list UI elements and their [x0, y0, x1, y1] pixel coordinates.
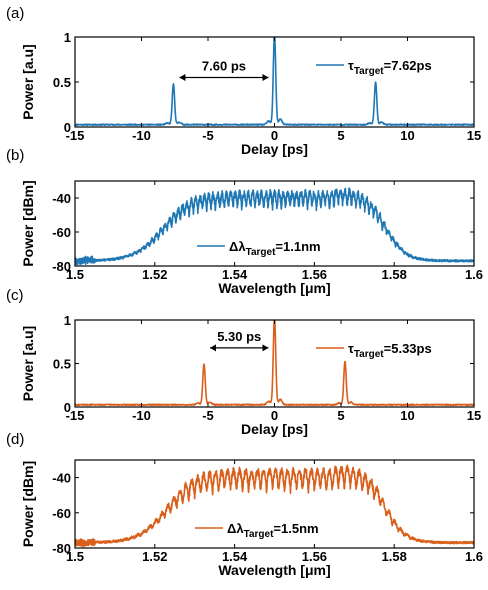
x-tick-label: 1.6 [465, 267, 483, 282]
panel-label: (c) [6, 287, 24, 304]
panel-label: (d) [6, 431, 24, 448]
legend-subscript: Target [246, 247, 276, 258]
x-axis-title: Delay [ps] [241, 141, 308, 157]
legend-prefix: τ [348, 341, 354, 356]
panel-label: (b) [6, 147, 24, 164]
legend-suffix: =7.62ps [384, 58, 432, 73]
annotation-arrowhead-left [210, 344, 217, 352]
x-axis-title: Wavelength [μm] [218, 280, 330, 296]
x-tick-label: -15 [66, 128, 85, 143]
annotation-arrowhead-right [262, 74, 269, 81]
x-tick-label: -5 [202, 128, 214, 143]
x-tick-label: 10 [400, 128, 414, 143]
annotation-arrowhead-right [262, 344, 269, 352]
chart-panel-3: (c) -15 -10 -5 0 5 10 15 0 0.5 1 Delay [ps] Power [a… [6, 287, 481, 437]
delay-annotation: 7.60 ps [179, 59, 269, 81]
y-tick-label: 0.5 [53, 357, 71, 372]
y-axis-title: Power [dBm] [20, 461, 36, 547]
y-tick-label: 0 [64, 120, 71, 135]
axes-frame [74, 180, 475, 267]
y-tick-label: -60 [52, 225, 71, 240]
y-tick-label: -40 [52, 191, 71, 206]
legend-label: ΔλTarget=1.1nm [229, 239, 321, 258]
x-tick-label: 15 [467, 408, 481, 423]
x-tick-label: 1.52 [142, 267, 167, 282]
y-tick-label: -80 [52, 259, 71, 274]
x-tick-label: 1.5 [66, 549, 84, 564]
x-tick-label: 1.5 [66, 267, 84, 282]
x-tick-label: 1.52 [142, 549, 167, 564]
legend-prefix: τ [348, 58, 354, 73]
series-line [75, 464, 474, 548]
x-tick-label: -5 [202, 408, 214, 423]
legend: τTarget=7.62ps [316, 58, 432, 77]
legend-label: τTarget=7.62ps [348, 58, 432, 77]
x-tick-label: 1.58 [382, 549, 407, 564]
x-tick-label: 5 [337, 128, 344, 143]
y-tick-label: -80 [52, 541, 71, 556]
y-tick-label: -60 [52, 506, 71, 521]
annotation-label: 5.30 ps [217, 329, 261, 344]
chart-panel-2: (b) 1.5 1.52 1.54 1.56 1.58 1.6 -80 -60 -40 Wavele… [6, 147, 483, 296]
y-tick-label: -40 [52, 471, 71, 486]
x-tick-label: 1.54 [222, 267, 248, 282]
legend-prefix: Δλ [227, 521, 244, 536]
legend-subscript: Target [354, 349, 384, 360]
legend-suffix: =1.1nm [275, 239, 320, 254]
series-line [75, 320, 474, 407]
y-tick-label: 1 [64, 30, 71, 45]
y-tick-label: 0 [64, 400, 71, 415]
legend-suffix: =1.5nm [273, 521, 318, 536]
x-axis-title: Delay [ps] [241, 421, 308, 437]
y-axis-title: Power [a.u] [20, 44, 36, 119]
x-tick-label: 0 [271, 128, 278, 143]
x-tick-label: 0 [271, 408, 278, 423]
chart-panel-4: (d) 1.5 1.52 1.54 1.56 1.58 1.6 -80 -60 -40 Wavele… [6, 431, 483, 578]
x-tick-label: 5 [337, 408, 344, 423]
legend: ΔλTarget=1.1nm [197, 239, 321, 258]
x-tick-label: -10 [132, 128, 151, 143]
annotation-arrowhead-left [179, 74, 186, 81]
x-tick-label: 15 [467, 128, 481, 143]
y-tick-label: 1 [64, 313, 71, 328]
legend: τTarget=5.33ps [316, 341, 432, 360]
x-tick-label: 1.58 [382, 267, 407, 282]
chart-panel-1: (a) -15 -10 -5 0 5 10 15 0 0.5 1 Delay [ps] Power [a… [6, 5, 481, 157]
x-tick-label: -15 [66, 408, 85, 423]
y-axis-title: Power [dBm] [20, 180, 36, 266]
series-line [75, 37, 474, 126]
legend-subscript: Target [354, 66, 384, 77]
series-line [75, 187, 474, 266]
x-tick-label: 1.56 [302, 267, 327, 282]
delay-annotation: 5.30 ps [210, 329, 269, 352]
y-axis-title: Power [a.u] [20, 326, 36, 401]
x-tick-label: -10 [132, 408, 151, 423]
y-tick-label: 0.5 [53, 75, 71, 90]
x-tick-label: 10 [400, 408, 414, 423]
x-axis-title: Wavelength [μm] [218, 562, 330, 578]
legend-label: ΔλTarget=1.5nm [227, 521, 319, 540]
legend-prefix: Δλ [229, 239, 246, 254]
axes-frame [74, 459, 475, 549]
x-tick-label: 1.6 [465, 549, 483, 564]
panel-label: (a) [6, 5, 24, 22]
annotation-label: 7.60 ps [202, 59, 246, 74]
legend-subscript: Target [244, 529, 274, 540]
legend-suffix: =5.33ps [384, 341, 432, 356]
x-tick-label: 1.56 [302, 549, 327, 564]
legend-label: τTarget=5.33ps [348, 341, 432, 360]
legend: ΔλTarget=1.5nm [195, 521, 319, 540]
x-tick-label: 1.54 [222, 549, 248, 564]
